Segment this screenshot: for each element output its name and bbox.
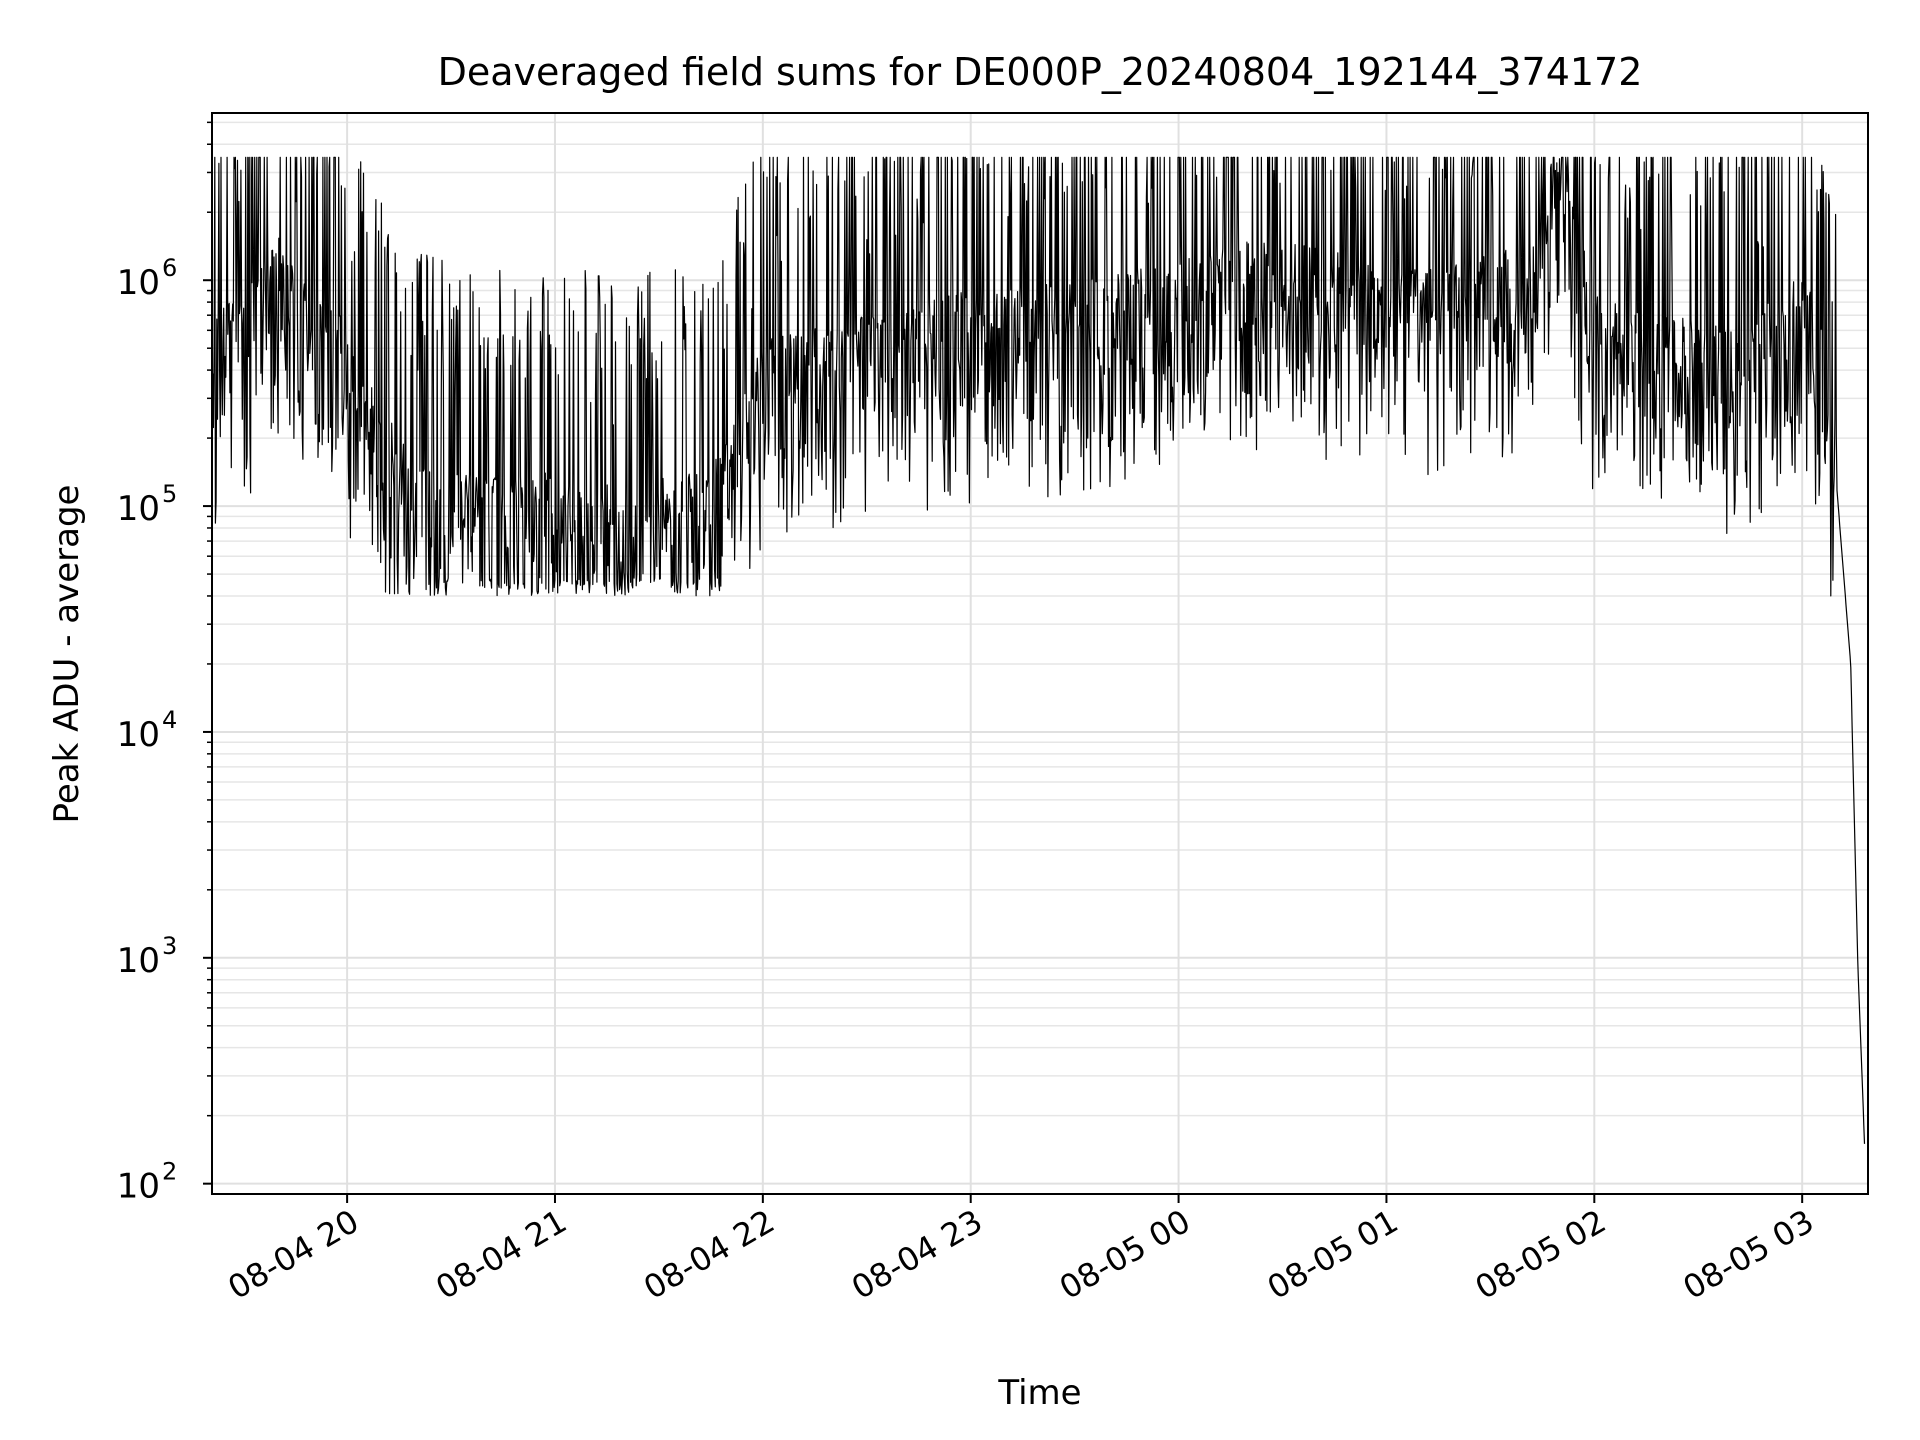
- y-tick-exponent: 3: [162, 932, 177, 960]
- y-tick-label: 10: [117, 1167, 160, 1207]
- y-tick-exponent: 2: [162, 1158, 177, 1186]
- x-tick-label: 08-05 01: [1261, 1202, 1405, 1307]
- data-layer: [211, 156, 1866, 1144]
- y-axis-label: Peak ADU - average: [47, 485, 87, 824]
- x-tick-label: 08-04 23: [845, 1202, 989, 1307]
- y-tick-label: 10: [117, 489, 160, 529]
- x-axis-label: Time: [997, 1373, 1081, 1413]
- y-tick-exponent: 4: [162, 706, 177, 734]
- x-tick-label: 08-05 00: [1053, 1202, 1197, 1307]
- x-tick-label: 08-04 21: [429, 1202, 573, 1307]
- x-tick-label: 08-05 03: [1677, 1202, 1821, 1307]
- y-tick-label: 10: [117, 715, 160, 755]
- series-line: [211, 156, 1866, 1144]
- x-tick-label: 08-04 20: [222, 1202, 366, 1307]
- y-tick-label: 10: [117, 941, 160, 981]
- x-tick-label: 08-04 22: [637, 1202, 781, 1307]
- y-tick-exponent: 6: [162, 254, 177, 282]
- y-tick-label: 10: [117, 263, 160, 303]
- x-tick-label: 08-05 02: [1469, 1202, 1613, 1307]
- x-axis: 08-04 20 08-04 21 08-04 22 08-04 23 08-05 00…: [222, 1194, 1821, 1307]
- plot-area-frame: [211, 112, 1869, 1195]
- chart-title: Deaveraged field sums for DE000P_2024080…: [438, 50, 1643, 94]
- y-tick-exponent: 5: [162, 480, 177, 508]
